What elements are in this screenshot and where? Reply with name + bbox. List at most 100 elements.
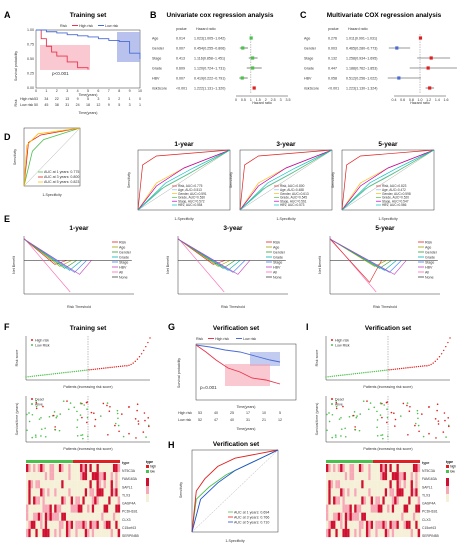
heatmap-cell [415,504,418,513]
legend-label: Stage, AUC=0.561 [280,199,307,203]
heatmap-cell [328,504,331,513]
count-high: 3 [108,97,110,101]
survival-point [54,428,56,431]
heatmap-cell [389,520,392,529]
heatmap-cell [117,504,121,513]
heatmap-cell [63,504,67,513]
heatmap-cell [373,528,376,538]
dca-xlabel: Risk Threshold [373,305,397,309]
row-hr: 1.023(1.005~1.042) [194,36,225,40]
survival-point [326,413,328,416]
heatmap-cell [87,528,90,538]
heatmap-cell [40,472,43,481]
heatmap-cell [33,504,36,513]
heatmap-cell [330,504,334,513]
heatmap-cell [398,464,402,473]
survival-point [99,415,102,417]
roc-curve [239,149,333,211]
heatmap-cell [370,528,374,538]
heatmap-cell [408,528,411,538]
heatmap-cell [391,496,395,505]
gene-label: PCDH1B1 [422,510,438,514]
survival-point [407,433,409,436]
heatmap-cell [354,472,357,481]
heatmap-cell [91,488,95,497]
heatmap-cell [82,520,85,529]
heatmap-cell [94,504,97,513]
heatmap-cell [28,464,31,473]
survival-point [443,412,446,414]
heatmap-cell [84,472,88,481]
x-tick-label: 5 [87,89,89,93]
survival-point [109,405,111,408]
legend-label: Grade, AUC=0.545 [280,196,307,200]
roc-curve [137,149,231,211]
heatmap-cell [26,520,29,529]
legend-risk-label: Risk [196,337,203,341]
risk-point [354,372,357,375]
legend-type-high: high [150,465,156,469]
legend-label: HBV, AUC=0.573 [280,203,305,207]
count-low: 18 [86,103,90,107]
y-tick-label: 0.75 [27,43,34,47]
heatmap-cell [112,472,116,481]
risk-point [445,345,447,348]
legend-risk-label: Risk [60,24,67,28]
heatmap-cell [330,496,334,505]
heatmap-cell [70,496,74,505]
survival-point [114,424,116,427]
x-tick-label: 1 [250,98,252,102]
heatmap-cell [337,496,341,505]
heatmap-cell [328,472,331,481]
dca-curve [177,238,241,271]
survival-point [81,434,84,436]
heatmap-cell [42,480,45,489]
heatmap-cell [108,496,111,505]
heatmap-cell [417,472,421,481]
legend-label: Grade [425,255,435,259]
heatmap-cell [112,488,116,497]
heatmap-cell [333,528,336,538]
heatmap-cell [363,512,367,521]
roc-ylabel: Sensitivity [229,172,233,188]
heatmap-cell [405,504,409,513]
survival-point [390,411,393,414]
heatmap-cell [84,504,88,513]
heatmap-cell [68,480,71,489]
roc-frame [341,149,435,211]
risk-point [63,372,65,374]
legend-alive-dot [31,403,33,405]
heatmap-cell [365,512,369,521]
legend-label: Risk [119,240,126,244]
heatmap-cell [344,472,348,481]
survival-point [54,426,56,428]
heatmap-cell [87,496,90,505]
heatmap-cell [108,512,111,521]
survival-point [73,406,76,409]
heatmap-cell [351,480,355,489]
risk-table-counts: 53 34 22 13 9 5 3 3 2 1 050 45 38 31 24 18 12 9 5 3 1 [34,97,141,107]
risk-point [92,368,94,371]
legend-label: Gender, AUC=0.613 [280,192,309,196]
dca-curve [329,238,402,273]
heatmap-cell [396,488,399,497]
heatmap-cell [94,528,97,538]
heatmap-cell [28,480,31,489]
heatmap-cell [375,504,378,513]
heatmap-cell [112,496,116,505]
heatmap-cell [361,528,364,538]
heatmap-cell [347,496,350,505]
heatmap-cell [373,488,376,497]
heatmap-cell [63,472,67,481]
survival-point [394,425,396,427]
heatmap-cell [105,512,109,521]
risk-table-row-high: High risk [20,97,34,101]
heatmap-cell [73,528,76,538]
heatmap-cell [415,480,418,489]
heatmap-cell [80,528,83,538]
survival-point [344,427,346,430]
panel-c: C Multivariate COX regression analysis p… [300,10,457,105]
panel-a-legend: Risk High risk Low risk [60,24,118,28]
row-pvalue: 0.132 [328,56,337,60]
